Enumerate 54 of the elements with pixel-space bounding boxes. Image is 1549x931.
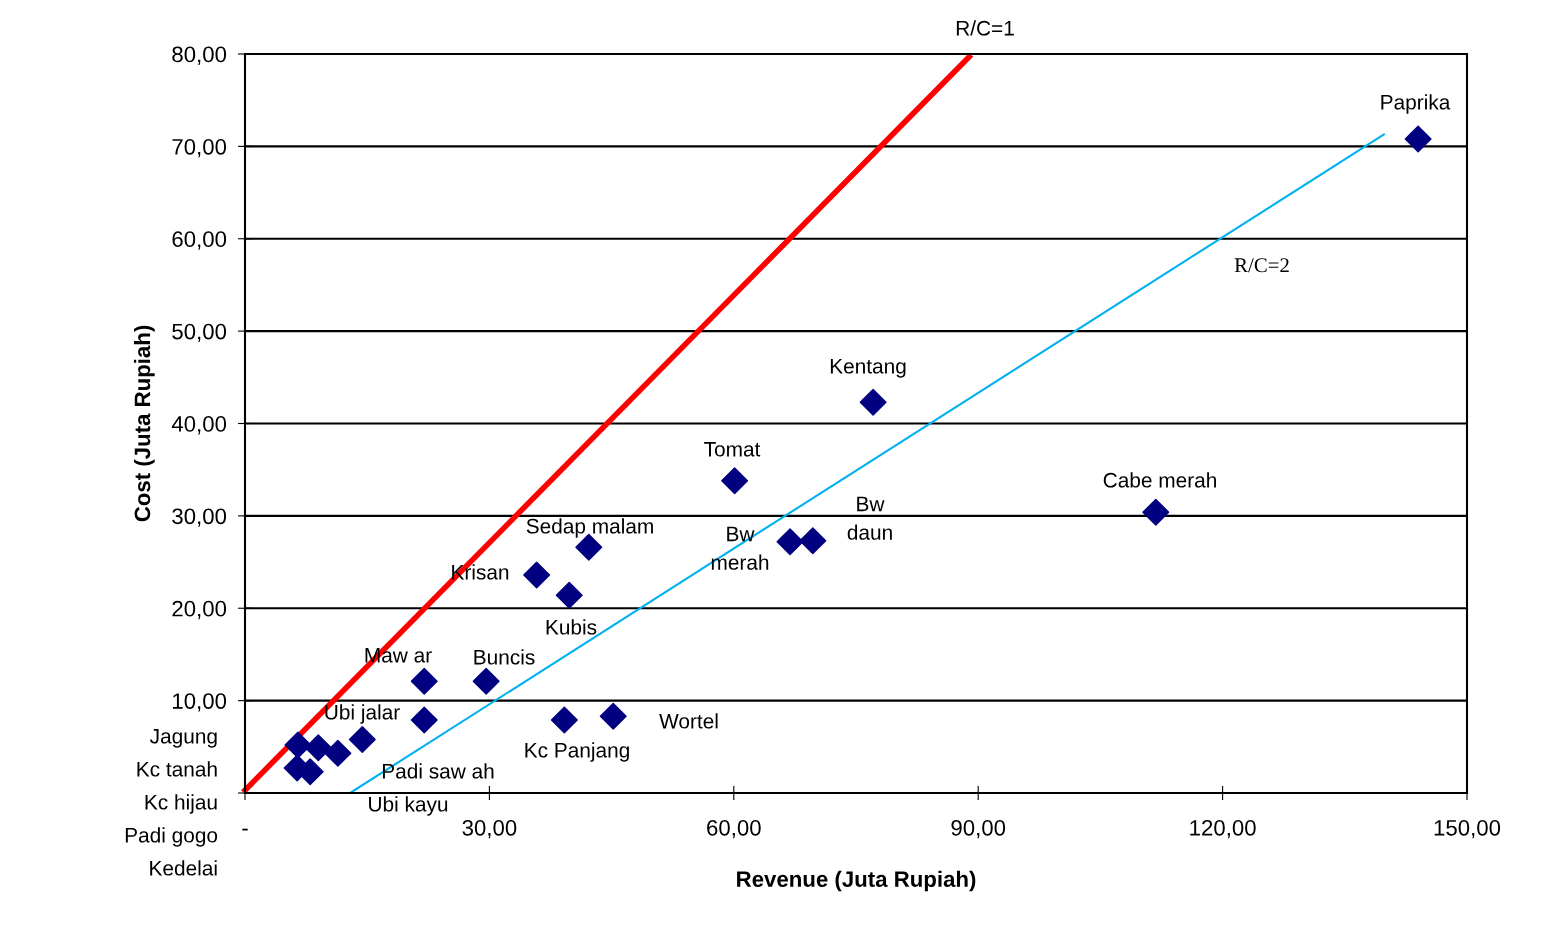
annotation: Cabe merah <box>1103 472 1216 488</box>
text: Padi gogo <box>125 827 218 847</box>
point <box>304 734 332 762</box>
annotation: Bw daun <box>847 496 892 540</box>
x-axis-title: Revenue (Juta Rupiah) <box>737 870 976 892</box>
annotation: Kubis <box>546 619 597 635</box>
annotation: Wortel <box>659 713 718 729</box>
point <box>721 467 749 495</box>
text: Ubi kayu <box>369 796 448 816</box>
annotation: Sedap malam <box>526 518 653 538</box>
text: Kc tanah <box>137 761 217 777</box>
text: Kc hijau <box>145 794 217 814</box>
text: R/C=1 <box>956 20 1014 36</box>
annotation: Bw merah <box>711 526 769 570</box>
y-tick-label: 30,00 <box>172 508 227 527</box>
x-tick-label: 30,00 <box>462 819 517 839</box>
point <box>324 739 352 767</box>
y-tick-label: 70,00 <box>172 138 227 158</box>
annotation: Padi saw ah <box>382 763 494 779</box>
text: Kedelai <box>150 860 217 876</box>
point <box>776 528 804 556</box>
y-tick-label: 20,00 <box>172 600 227 620</box>
y-tick-label: 40,00 <box>171 416 227 435</box>
y-axis-title: Cost (Juta Rupiah) <box>133 325 155 522</box>
point <box>523 561 551 589</box>
point <box>555 581 583 609</box>
point <box>859 388 887 416</box>
x-tick-label: 60,00 <box>707 819 761 839</box>
y-tick-label: 50,00 <box>172 323 227 343</box>
annotation: Buncis <box>474 649 535 665</box>
point <box>410 706 438 734</box>
annotation: Kc Panjang <box>525 742 629 762</box>
y-tick-label: 60,00 <box>172 231 227 250</box>
y-tick-label: 10,00 <box>173 693 227 712</box>
x-tick-label: 150,00 <box>1434 819 1501 839</box>
point <box>472 667 500 695</box>
x-tick-label: 120,00 <box>1190 819 1256 839</box>
y-tick-label: 80,00 <box>172 46 227 65</box>
point <box>599 702 627 730</box>
x-tick-label: 90,00 <box>951 819 1006 839</box>
point <box>284 731 312 759</box>
point <box>1142 498 1170 526</box>
point <box>410 667 438 695</box>
point <box>799 527 827 555</box>
point <box>1404 125 1432 153</box>
annotation: R/C=2 <box>1234 258 1289 273</box>
annotation: Ubi jalar <box>325 704 400 724</box>
annotation: Tomat <box>704 442 761 457</box>
annotation: Paprika <box>1381 94 1451 114</box>
point <box>348 725 376 753</box>
annotation: Kentang <box>830 359 906 378</box>
point <box>550 706 578 734</box>
text: Jagung <box>149 729 217 748</box>
x-tick-label: - <box>242 828 248 831</box>
